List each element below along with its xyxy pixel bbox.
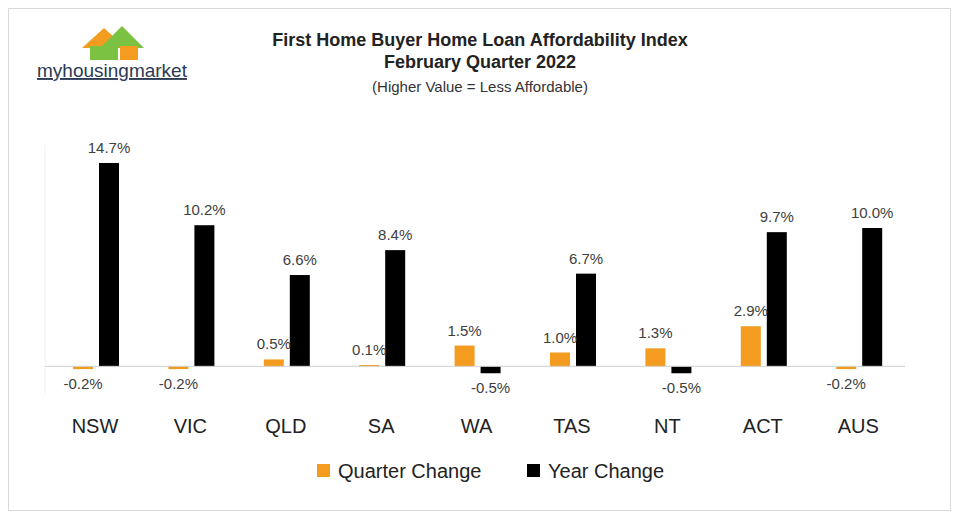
- logo-house: [120, 46, 138, 60]
- data-label: 6.7%: [569, 250, 603, 267]
- bar: [767, 232, 787, 366]
- bar: [99, 163, 119, 366]
- category-label: AUS: [838, 415, 879, 437]
- data-label: -0.2%: [63, 375, 102, 392]
- legend-label: Year Change: [548, 460, 664, 482]
- legend-swatch: [317, 464, 330, 477]
- data-label: 1.0%: [543, 329, 577, 346]
- data-label: -0.5%: [662, 379, 701, 396]
- category-label: TAS: [553, 415, 590, 437]
- bar: [862, 228, 882, 366]
- data-label: 0.5%: [257, 335, 291, 352]
- bar: [194, 225, 214, 366]
- data-label: 14.7%: [88, 139, 131, 156]
- category-label: QLD: [265, 415, 306, 437]
- bar: [290, 275, 310, 366]
- bar: [550, 353, 570, 367]
- data-labels: -0.2% -0.2% 0.5% 0.1% 1.5% 1.0% 1.3% 2.9% -0.2% 1…: [63, 139, 893, 396]
- logo-text: myhousingmarket: [37, 60, 188, 81]
- bar: [385, 250, 405, 366]
- data-label: -0.5%: [471, 379, 510, 396]
- data-label: 1.5%: [447, 322, 481, 339]
- category-label: NSW: [72, 415, 119, 437]
- bars: [73, 163, 882, 373]
- bar: [741, 326, 761, 366]
- category-label: SA: [368, 415, 395, 437]
- data-label: 2.9%: [734, 302, 768, 319]
- bar: [645, 348, 665, 366]
- data-label: 0.1%: [352, 341, 386, 358]
- bar: [264, 359, 284, 366]
- bar: [671, 366, 691, 373]
- bar: [481, 366, 501, 373]
- logo-roof: [100, 26, 144, 48]
- data-label: 6.6%: [283, 251, 317, 268]
- title: First Home Buyer Home Loan Affordability…: [272, 30, 687, 50]
- bar: [455, 346, 475, 367]
- logo: myhousingmarket: [37, 26, 188, 81]
- data-label: 8.4%: [378, 226, 412, 243]
- data-label: 9.7%: [760, 208, 794, 225]
- data-label: 10.0%: [851, 204, 894, 221]
- category-label: VIC: [174, 415, 207, 437]
- range-line: [45, 145, 46, 394]
- frame: [9, 9, 951, 511]
- category-label: ACT: [743, 415, 783, 437]
- legend-label: Quarter Change: [338, 460, 481, 482]
- bar: [576, 274, 596, 367]
- annotation: (Higher Value = Less Affordable): [372, 78, 588, 95]
- chart: myhousingmarket First Home Buyer Home Loa…: [0, 0, 960, 526]
- data-label: 10.2%: [183, 201, 226, 218]
- legend: Quarter Change Year Change: [317, 460, 664, 482]
- subtitle: February Quarter 2022: [384, 52, 576, 72]
- legend-swatch: [527, 464, 540, 477]
- category-label: NT: [654, 415, 681, 437]
- logo-house: [90, 46, 118, 60]
- category-label: WA: [461, 415, 493, 437]
- axis-line: [45, 366, 905, 367]
- data-label: 1.3%: [638, 324, 672, 341]
- data-label: -0.2%: [827, 375, 866, 392]
- data-label: -0.2%: [159, 375, 198, 392]
